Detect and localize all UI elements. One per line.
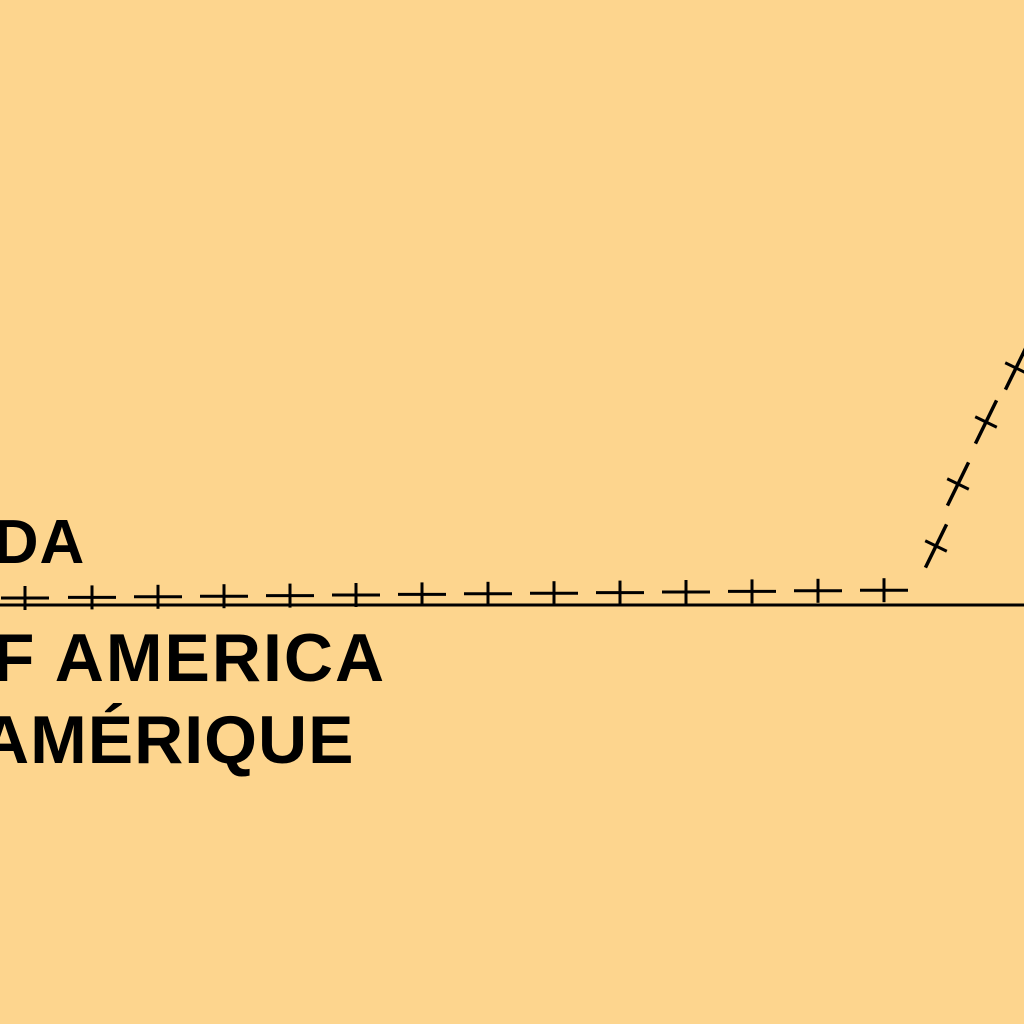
boundary-cross bbox=[530, 581, 578, 606]
label-united-states-french: AMÉRIQUE bbox=[0, 702, 355, 778]
boundary-cross bbox=[464, 581, 512, 606]
boundary-cross bbox=[662, 580, 710, 604]
boundary-cross bbox=[596, 580, 644, 605]
international-boundary bbox=[1, 347, 1024, 610]
boundary-cross bbox=[945, 461, 971, 507]
boundary-cross bbox=[794, 578, 842, 603]
boundary-cross bbox=[134, 584, 182, 609]
label-united-states-english: OF AMERICA bbox=[0, 620, 387, 696]
label-canada: ADA bbox=[0, 508, 86, 577]
boundary-cross bbox=[923, 523, 949, 569]
boundary-cross bbox=[860, 578, 908, 603]
boundary-cross bbox=[728, 579, 776, 604]
boundary-cross bbox=[68, 585, 116, 610]
boundary-cross bbox=[398, 582, 446, 607]
boundary-cross bbox=[332, 583, 380, 607]
boundary-cross bbox=[200, 584, 248, 609]
boundary-cross bbox=[1003, 347, 1024, 391]
boundary-cross bbox=[973, 399, 999, 445]
boundary-cross bbox=[266, 583, 314, 608]
boundary-cross bbox=[1, 586, 49, 610]
